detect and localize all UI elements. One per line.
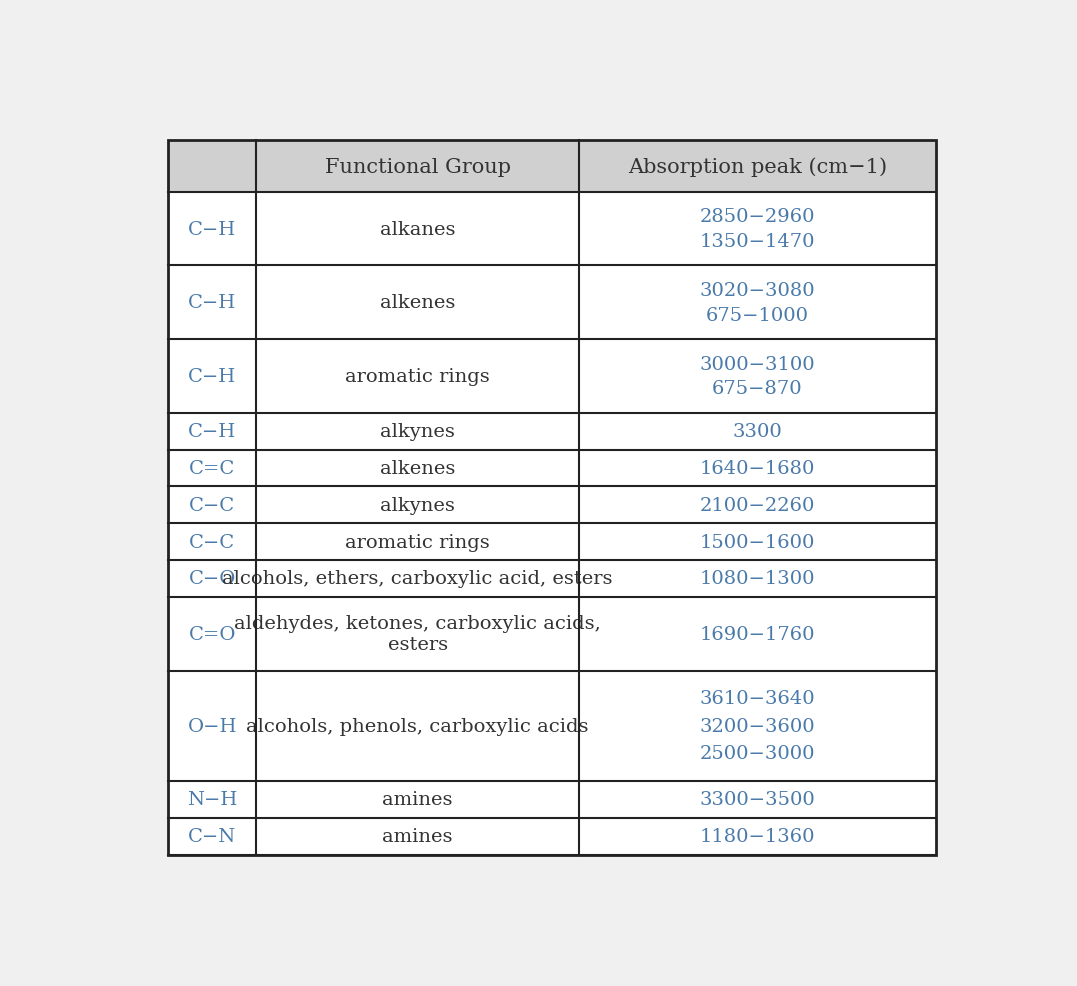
Bar — [168, 141, 256, 192]
Bar — [578, 487, 936, 524]
Text: 2500−3000: 2500−3000 — [700, 744, 815, 762]
Text: amines: amines — [382, 827, 452, 845]
Bar — [578, 340, 936, 413]
Bar — [578, 560, 936, 598]
Bar — [578, 141, 936, 192]
Text: 675−870: 675−870 — [712, 380, 802, 397]
Text: C−C: C−C — [190, 496, 235, 515]
Bar — [578, 192, 936, 266]
Bar — [256, 141, 578, 192]
Text: C−H: C−H — [188, 368, 236, 386]
Bar — [578, 413, 936, 450]
Text: 675−1000: 675−1000 — [705, 307, 809, 324]
Text: 3020−3080: 3020−3080 — [700, 282, 815, 300]
Bar — [256, 560, 578, 598]
Text: aldehydes, ketones, carboxylic acids,
esters: aldehydes, ketones, carboxylic acids, es… — [234, 614, 601, 654]
Text: Absorption peak (cm−1): Absorption peak (cm−1) — [628, 157, 887, 176]
Bar — [256, 524, 578, 560]
Bar — [256, 413, 578, 450]
Bar — [256, 450, 578, 487]
Text: O−H: O−H — [187, 717, 237, 735]
Text: alkynes: alkynes — [380, 496, 454, 515]
Text: 3300−3500: 3300−3500 — [699, 791, 815, 809]
Text: aromatic rings: aromatic rings — [346, 533, 490, 551]
Bar — [168, 560, 256, 598]
Text: 1690−1760: 1690−1760 — [700, 625, 815, 643]
Text: 1080−1300: 1080−1300 — [700, 570, 815, 588]
Bar — [578, 266, 936, 340]
Text: alkynes: alkynes — [380, 423, 454, 441]
Bar — [578, 450, 936, 487]
Text: C−H: C−H — [188, 423, 236, 441]
Text: 1180−1360: 1180−1360 — [700, 827, 815, 845]
Bar — [168, 524, 256, 560]
Bar — [256, 192, 578, 266]
Text: C−H: C−H — [188, 294, 236, 312]
Bar — [168, 670, 256, 781]
Text: 2850−2960: 2850−2960 — [700, 208, 815, 226]
Text: amines: amines — [382, 791, 452, 809]
Text: alcohols, ethers, carboxylic acid, esters: alcohols, ethers, carboxylic acid, ester… — [222, 570, 613, 588]
Text: alkenes: alkenes — [380, 459, 456, 477]
Text: alcohols, phenols, carboxylic acids: alcohols, phenols, carboxylic acids — [247, 717, 589, 735]
Text: C=O: C=O — [188, 625, 236, 643]
Text: 3610−3640: 3610−3640 — [700, 689, 815, 707]
Bar — [256, 818, 578, 855]
Text: 1640−1680: 1640−1680 — [700, 459, 815, 477]
Bar — [168, 818, 256, 855]
Text: alkenes: alkenes — [380, 294, 456, 312]
Bar — [578, 818, 936, 855]
Text: C−H: C−H — [188, 221, 236, 239]
Text: 3200−3600: 3200−3600 — [700, 717, 815, 735]
Bar — [168, 192, 256, 266]
Bar — [168, 340, 256, 413]
Bar — [256, 598, 578, 670]
Bar — [168, 413, 256, 450]
Bar — [168, 266, 256, 340]
Bar — [256, 266, 578, 340]
Text: 1350−1470: 1350−1470 — [700, 233, 815, 250]
Text: aromatic rings: aromatic rings — [346, 368, 490, 386]
Bar — [578, 524, 936, 560]
Bar — [578, 670, 936, 781]
Text: C−C: C−C — [190, 533, 235, 551]
Bar — [578, 781, 936, 818]
Bar — [168, 487, 256, 524]
Text: alkanes: alkanes — [380, 221, 456, 239]
Text: N−H: N−H — [187, 791, 237, 809]
Bar — [578, 598, 936, 670]
Text: C−N: C−N — [188, 827, 236, 845]
Text: 2100−2260: 2100−2260 — [700, 496, 815, 515]
Bar — [256, 340, 578, 413]
Bar — [168, 450, 256, 487]
Text: C−O: C−O — [188, 570, 236, 588]
Bar — [256, 670, 578, 781]
Text: 3300: 3300 — [732, 423, 782, 441]
Text: Functional Group: Functional Group — [324, 158, 510, 176]
Text: 3000−3100: 3000−3100 — [700, 355, 815, 374]
Bar — [256, 487, 578, 524]
Bar — [256, 781, 578, 818]
Text: 1500−1600: 1500−1600 — [700, 533, 815, 551]
Bar — [168, 598, 256, 670]
Text: C=C: C=C — [190, 459, 235, 477]
Bar — [168, 781, 256, 818]
